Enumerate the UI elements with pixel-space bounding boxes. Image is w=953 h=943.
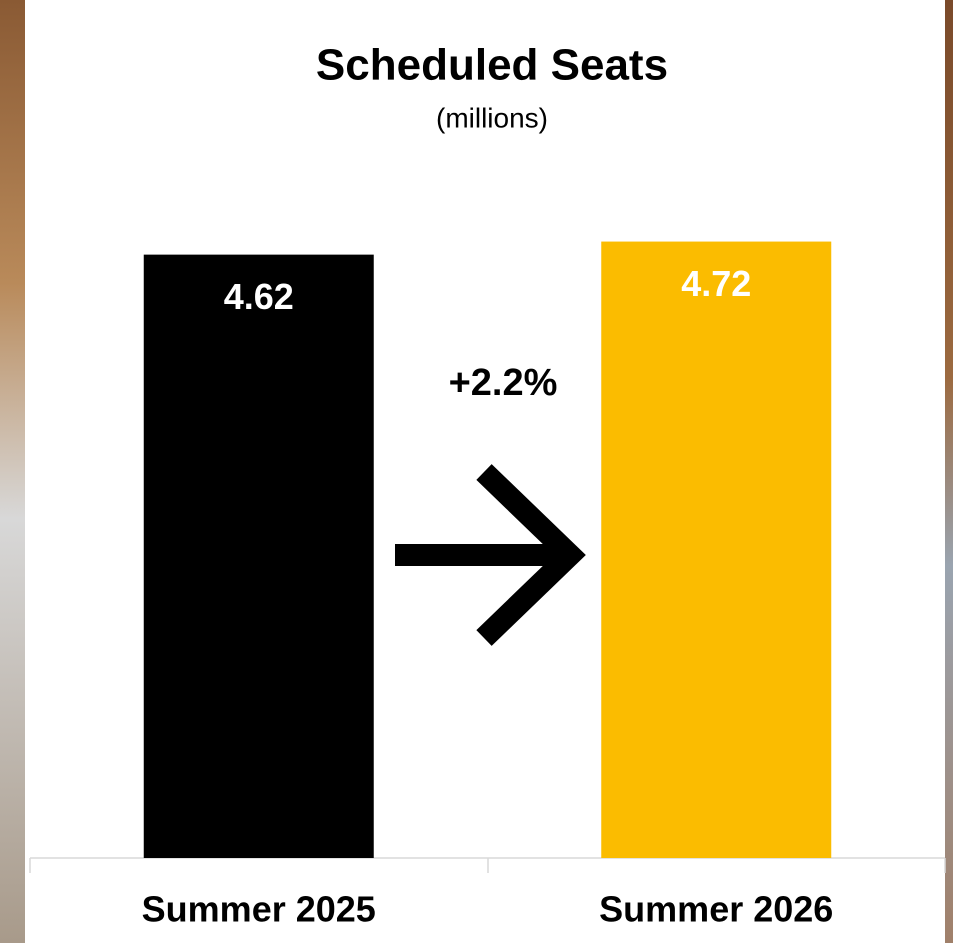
bar <box>601 242 831 858</box>
page: Scheduled Seats (millions) +2.2% Summer … <box>0 0 953 943</box>
change-annotation: +2.2% <box>449 362 558 404</box>
value-label: 4.72 <box>681 263 751 304</box>
chart: Scheduled Seats (millions) +2.2% Summer … <box>0 0 953 943</box>
x-tick-label: Summer 2026 <box>599 889 833 930</box>
chart-title: Scheduled Seats <box>316 41 668 90</box>
chart-subtitle: (millions) <box>436 102 548 133</box>
value-label: 4.62 <box>224 276 294 317</box>
x-tick-label: Summer 2025 <box>142 889 376 930</box>
bar <box>144 255 374 858</box>
